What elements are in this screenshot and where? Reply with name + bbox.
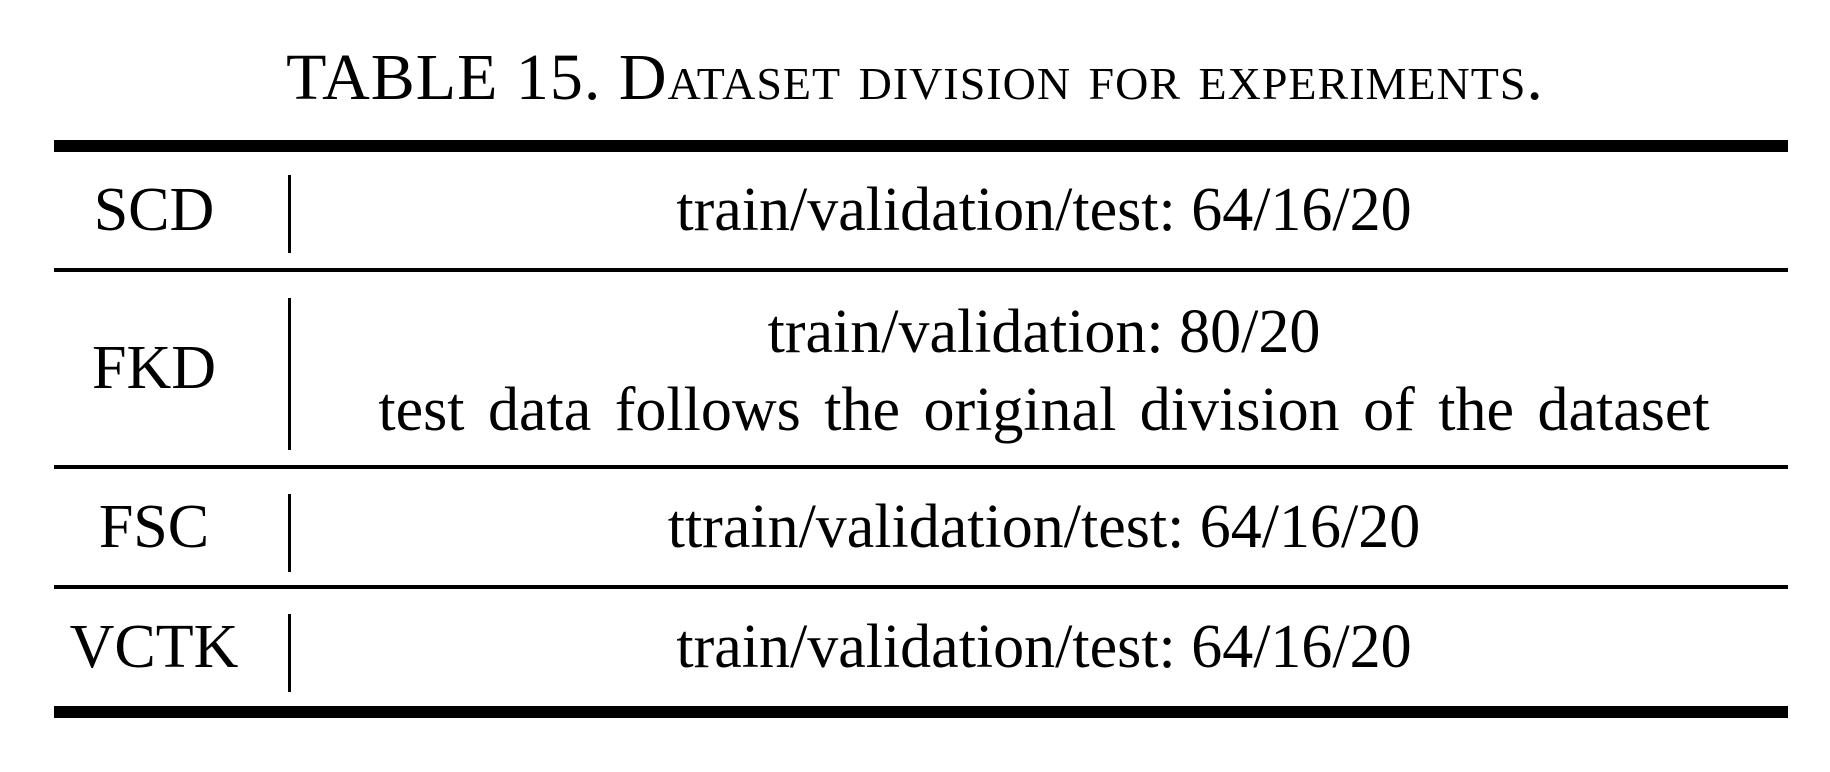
split-text: train/validation/test: 64/16/20	[676, 175, 1412, 244]
row-divider	[54, 585, 1788, 589]
split-text: ttrain/validation/test: 64/16/20	[667, 492, 1421, 561]
split-cell: train/validation: 80/20 test data follow…	[300, 276, 1788, 465]
split-text: train/validation: 80/20	[767, 297, 1321, 366]
split-text: train/validation/test: 64/16/20	[676, 613, 1412, 681]
bottom-rule	[54, 706, 1788, 718]
row-divider	[54, 465, 1788, 469]
split-text: test data follows the original division …	[378, 375, 1710, 444]
dataset-name-cell: SCD	[93, 175, 215, 244]
row-divider	[54, 268, 1788, 272]
column-separator	[288, 175, 291, 253]
column-separator	[288, 494, 291, 572]
dataset-name-cell: FKD	[91, 334, 217, 402]
split-cell: train/validation/test: 64/16/20	[300, 152, 1788, 268]
dataset-name-cell: VCTK	[69, 613, 239, 681]
table-caption-text: Dataset division for experiments.	[618, 41, 1544, 114]
table-caption-label: TABLE 15.	[286, 41, 602, 114]
top-rule	[54, 140, 1788, 152]
column-separator	[288, 614, 291, 692]
split-cell: ttrain/validation/test: 64/16/20	[300, 469, 1788, 585]
column-separator	[288, 298, 291, 450]
dataset-name-cell: FSC	[98, 492, 210, 561]
table-caption: TABLE 15. Dataset division for experimen…	[0, 38, 1830, 118]
split-cell: train/validation/test: 64/16/20	[300, 589, 1788, 706]
